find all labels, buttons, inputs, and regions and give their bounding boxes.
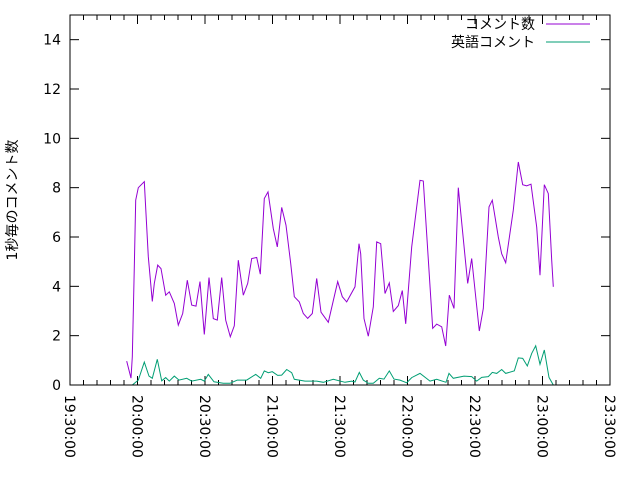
y-tick-label: 0 [52,378,61,394]
x-tick-label: 20:00:00 [129,395,145,458]
y-tick-label: 12 [43,82,61,98]
plot-frame [69,14,611,386]
y-tick-label: 14 [43,33,61,49]
axis-ticks: 0 2 4 6 8 10 12 14 19:30:00 20:00:00 20:30:00 21:00… [43,15,617,458]
y-tick-label: 4 [52,279,61,295]
x-tick-label: 20:30:00 [196,395,212,458]
series-line-comments [126,161,554,379]
series-lines [126,161,554,386]
legend: コメント数 英語コメント [451,17,590,51]
series-line-english-comments [131,344,554,386]
legend-label-comments: コメント数 [465,17,535,33]
y-tick-label: 10 [43,131,61,147]
legend-label-english-comments: 英語コメント [451,34,535,51]
x-tick-label: 23:00:00 [534,395,550,458]
x-tick-label: 21:30:00 [331,395,347,458]
x-tick-label: 19:30:00 [61,395,77,458]
y-tick-label: 6 [52,230,61,246]
y-axis-label: 1秒毎のコメント数 [5,140,21,261]
y-tick-label: 2 [52,329,61,345]
x-tick-label: 23:30:00 [601,395,617,458]
y-tick-label: 8 [52,181,61,197]
x-tick-label: 21:00:00 [264,395,280,458]
x-tick-label: 22:00:00 [399,395,415,458]
x-tick-label: 22:30:00 [466,395,482,458]
